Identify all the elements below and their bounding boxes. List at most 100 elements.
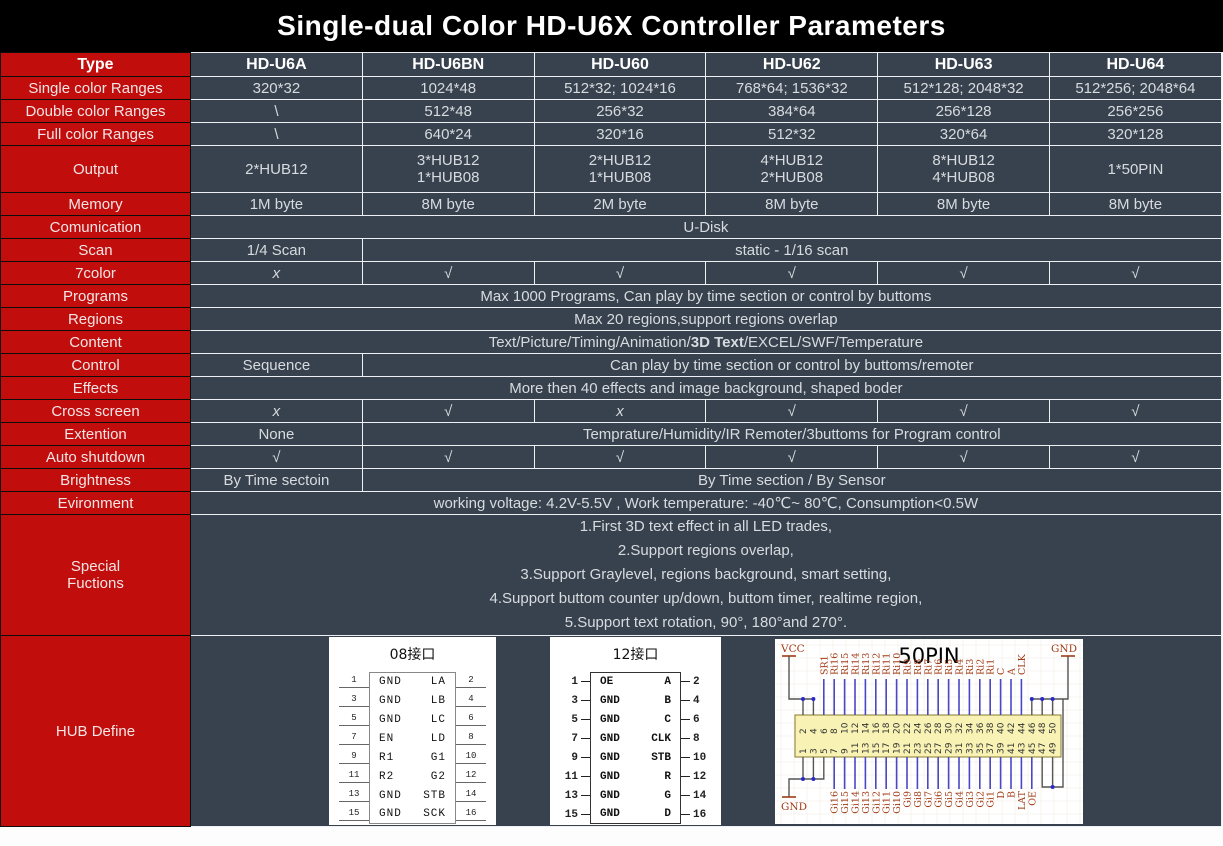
pin-number: 13 (560, 790, 590, 802)
svg-text:6: 6 (820, 728, 830, 734)
row-header: Programs (0, 284, 191, 308)
table-cell: None (190, 422, 363, 446)
table-cell: Max 1000 Programs, Can play by time sect… (190, 284, 1222, 308)
diagram-title: 12接口 (612, 647, 659, 663)
svg-text:Ri7: Ri7 (923, 658, 934, 674)
svg-text:9: 9 (841, 748, 851, 754)
svg-text:24: 24 (913, 722, 923, 734)
table-cell: 8M byte (877, 192, 1050, 216)
table-cell: √ (533, 261, 707, 285)
svg-text:26: 26 (924, 722, 934, 734)
table-cell: 2*HUB12 (190, 145, 363, 193)
table-cell: 1M byte (190, 192, 363, 216)
pin-number: 15 (560, 809, 590, 821)
table-cell: \ (190, 122, 363, 146)
pin-number: 9 (339, 751, 369, 764)
table-cell: More then 40 effects and image backgroun… (190, 376, 1222, 400)
chip-body-row: GND SCK (369, 805, 456, 824)
table-cell: √ (1048, 399, 1222, 423)
svg-text:Gi5: Gi5 (944, 791, 955, 808)
pin-row: 7 GND CLK 8 (560, 729, 711, 748)
row-header: Evironment (0, 491, 191, 515)
svg-text:22: 22 (903, 722, 913, 733)
chip-body-row: GND R (590, 767, 681, 786)
table-cell: 512*128; 2048*32 (877, 76, 1050, 100)
table-cell: 512*32; 1024*16 (533, 76, 707, 100)
table-cell: 2M byte (533, 192, 707, 216)
pin-row: 9 R1 G1 10 (339, 748, 486, 767)
svg-text:Ri10: Ri10 (892, 652, 903, 674)
column-header: HD-U6A (190, 52, 363, 77)
svg-text:40: 40 (997, 722, 1007, 734)
pin-row: 3 GND B 4 (560, 691, 711, 710)
svg-text:25: 25 (924, 742, 934, 753)
svg-text:13: 13 (861, 742, 871, 753)
table-cell: 1.First 3D text effect in all LED trades… (190, 514, 1222, 636)
svg-text:8: 8 (830, 728, 840, 734)
svg-text:Ri4: Ri4 (955, 658, 966, 674)
pin-label: GND (600, 732, 620, 745)
row-header: Extention (0, 422, 191, 446)
pin-number: 15 (339, 808, 369, 821)
table-cell: x (190, 261, 363, 285)
row-header: Double color Ranges (0, 99, 191, 123)
pin-label: R (664, 770, 671, 783)
svg-text:GND: GND (781, 801, 807, 813)
table-cell: Can play by time section or control by b… (361, 353, 1222, 377)
svg-text:16: 16 (872, 722, 882, 734)
table-cell: √ (877, 399, 1050, 423)
svg-text:B: B (1007, 790, 1018, 797)
svg-text:Ri9: Ri9 (903, 658, 914, 674)
svg-text:Gi8: Gi8 (913, 791, 924, 808)
pin-number: 1 (339, 675, 369, 688)
table-cell: 512*256; 2048*64 (1048, 76, 1222, 100)
pin-row: 15 GND SCK 16 (339, 805, 486, 824)
chip-body-row: GND STB (590, 748, 681, 767)
hub08-diagram: 08接口 1 GND LA 2 3 GND LB 4 5 GND LC 6 7 EN LD 8 9 R1 G1 10 11… (329, 637, 496, 825)
svg-text:Ri2: Ri2 (975, 658, 986, 674)
row-header: Regions (0, 307, 191, 331)
pin-number: 2 (456, 675, 486, 688)
pin-label: D (664, 808, 671, 820)
column-header: HD-U63 (877, 52, 1050, 77)
pin-number: 11 (560, 771, 590, 783)
pin-label: GND (379, 713, 402, 726)
svg-text:15: 15 (872, 742, 882, 753)
pin-label: LA (430, 676, 446, 688)
chip-body-row: GND LA (369, 672, 456, 691)
table-cell: By Time sectoin (190, 468, 363, 492)
pin-label: R2 (379, 770, 395, 783)
table-cell: working voltage: 4.2V-5.5V , Work temper… (190, 491, 1222, 515)
table-cell: 1*50PIN (1048, 145, 1222, 193)
pin-row: 15 GND D 16 (560, 805, 711, 824)
column-header: HD-U62 (705, 52, 879, 77)
svg-text:14: 14 (861, 722, 871, 734)
table-cell: Text/Picture/Timing/Animation/3D Text/EX… (190, 330, 1222, 354)
row-header: Single color Ranges (0, 76, 191, 100)
cell-text-segment: 3D Text (690, 333, 744, 351)
chip-body-row: GND STB (369, 786, 456, 805)
pin-row: 11 R2 G2 12 (339, 767, 486, 786)
svg-text:27: 27 (934, 742, 944, 753)
row-header: Auto shutdown (0, 445, 191, 469)
svg-text:VCC: VCC (780, 643, 805, 655)
title-bar: Single-dual Color HD-U6X Controller Para… (0, 0, 1223, 52)
pin-label: C (664, 713, 671, 726)
svg-text:5: 5 (820, 748, 830, 754)
pin-label: GND (600, 770, 620, 783)
table-cell: √ (705, 399, 879, 423)
pin-label: GND (379, 808, 402, 820)
pin-number: 12 (456, 770, 486, 783)
row-header: Control (0, 353, 191, 377)
svg-text:50: 50 (1049, 722, 1059, 734)
pin-row: 9 GND STB 10 (560, 748, 711, 767)
table-cell: Sequence (190, 353, 363, 377)
row-header: Special Fuctions (0, 514, 191, 636)
table-cell: Temprature/Humidity/IR Remoter/3buttoms … (361, 422, 1222, 446)
row-header: Content (0, 330, 191, 354)
pin-number: 16 (456, 808, 486, 821)
pin-label: GND (600, 713, 620, 726)
hub-diagrams-row: 08接口 1 GND LA 2 3 GND LB 4 5 GND LC 6 7 EN LD 8 9 R1 G1 10 11… (191, 636, 1221, 826)
table-cell: 4*HUB12 2*HUB08 (705, 145, 879, 193)
